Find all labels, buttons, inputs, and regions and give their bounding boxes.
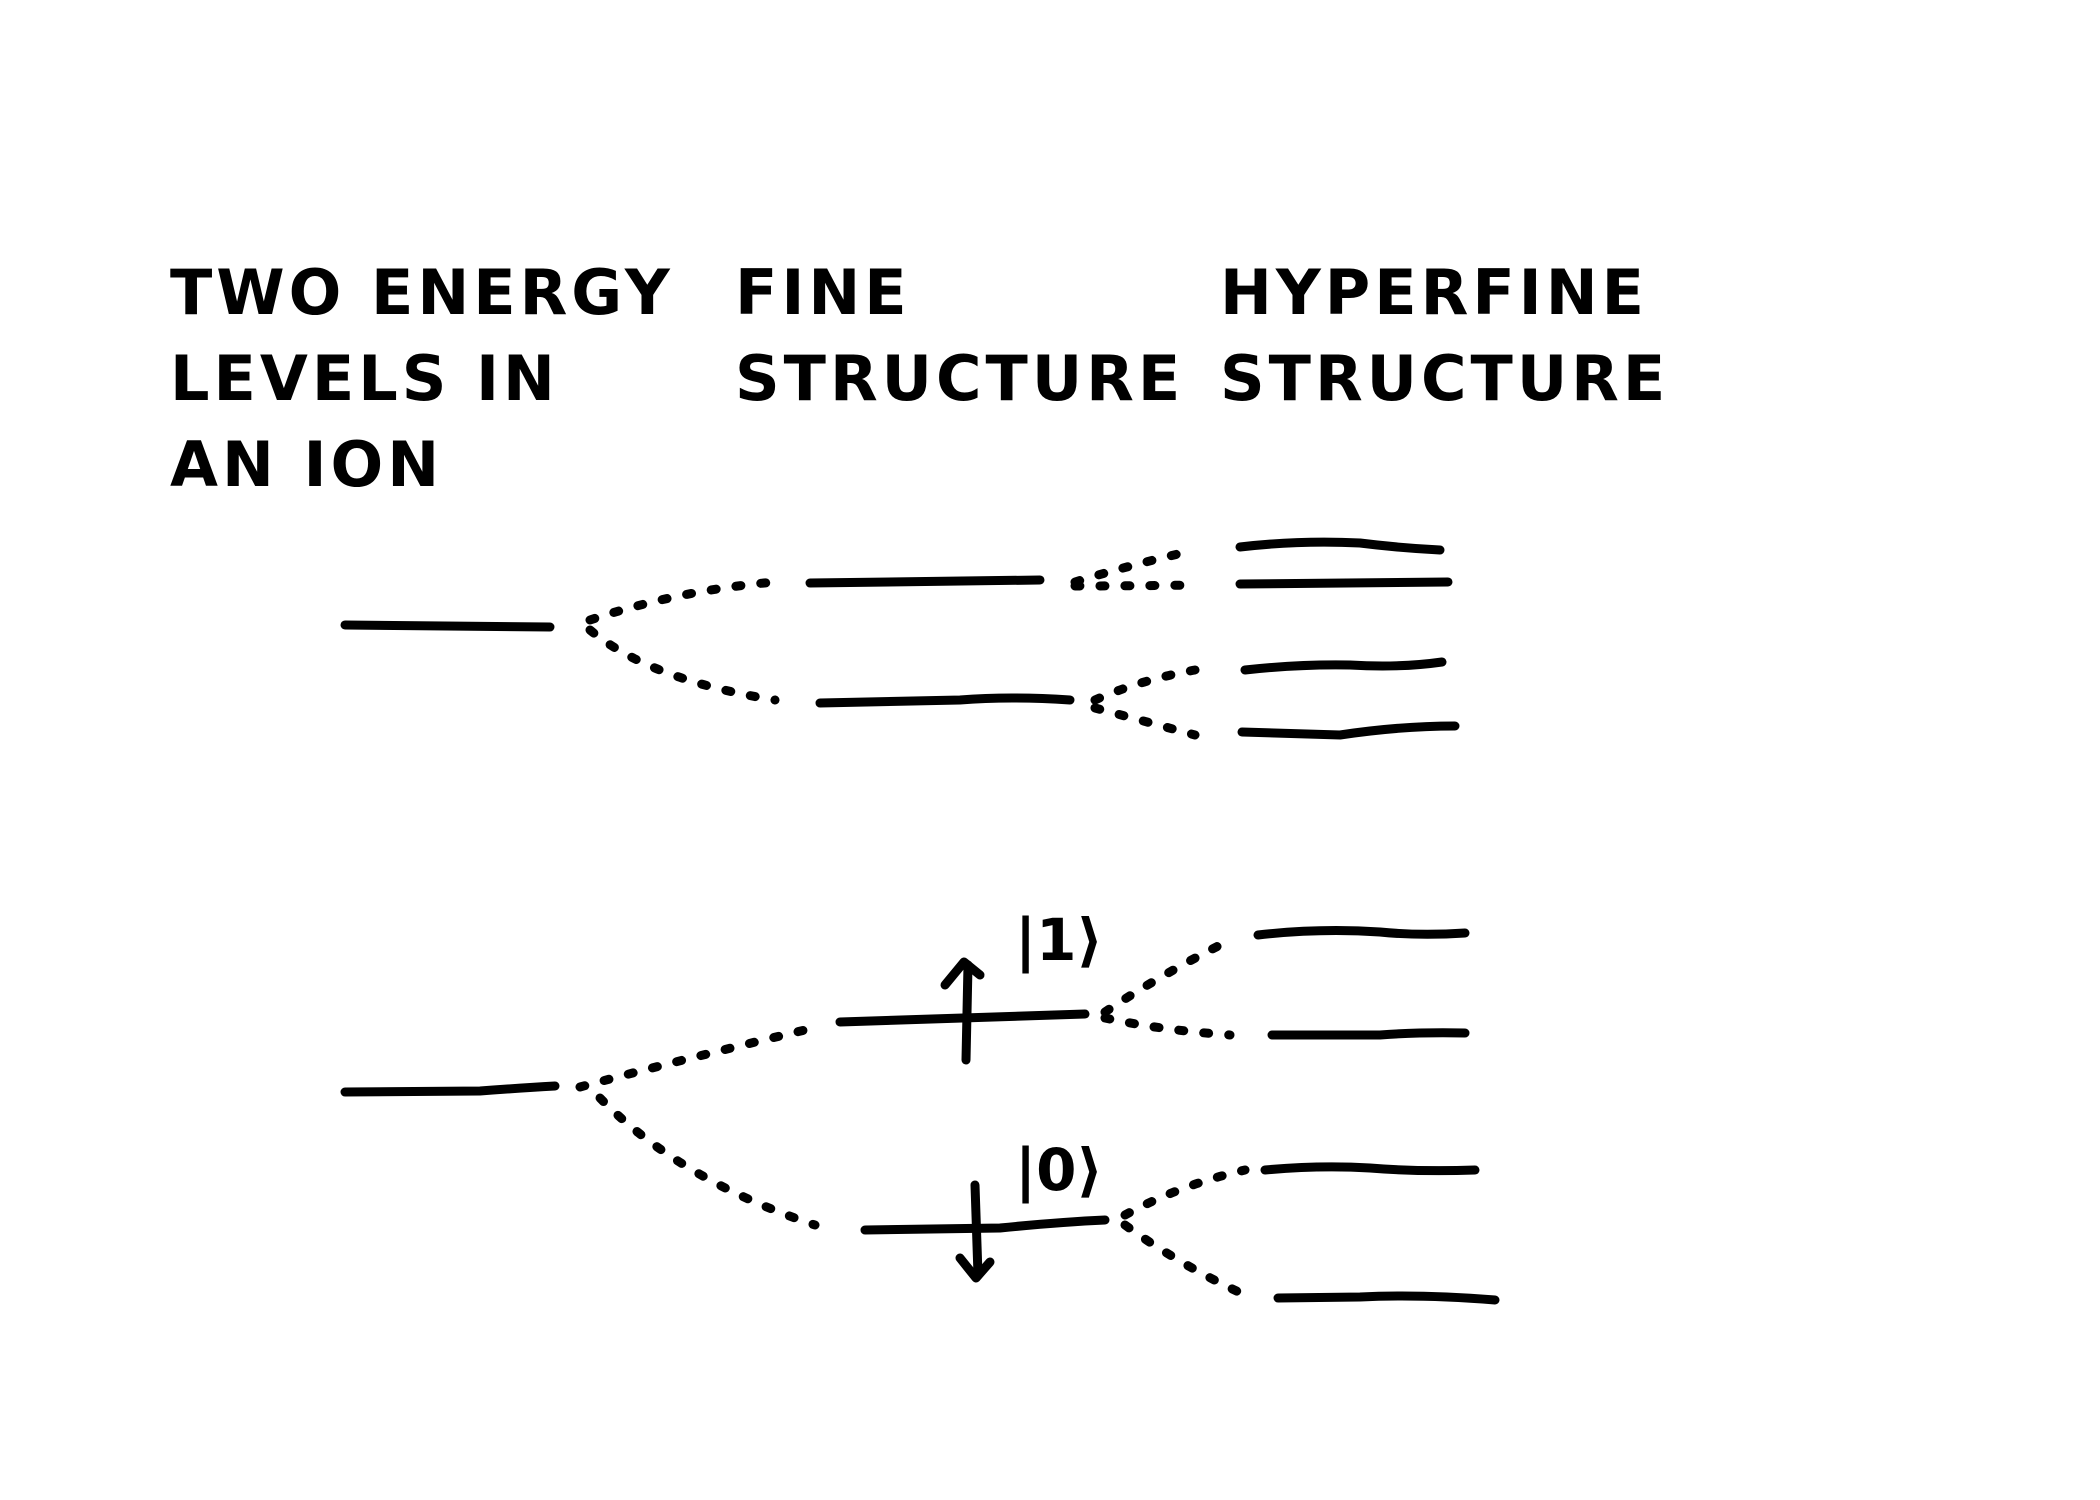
split-line-fine-lower-top [585,625,780,705]
split-line-hyperfine-1 [1070,545,1200,587]
hyperfine-level-3 [1240,657,1447,675]
hyperfine-level-7 [1260,1162,1480,1176]
fine-level-bottom-lower [860,1215,1110,1235]
title-line: FINE [735,256,911,329]
fine-level-top-lower [815,693,1075,708]
title-line: STRUCTURE [1220,342,1670,415]
spin-down-arrow-icon [955,1180,995,1283]
hyperfine-level-6 [1267,1028,1470,1040]
split-line-hyperfine-7 [1120,1165,1250,1220]
split-line-hyperfine-8 [1120,1220,1250,1300]
hyperfine-level-8 [1273,1291,1500,1305]
title-line: HYPERFINE [1220,256,1648,329]
hyperfine-level-4 [1237,721,1460,740]
title-line: LEVELS IN [170,342,559,415]
split-line-fine-upper-bottom [575,1025,810,1092]
column-title-hyperfine-structure: HYPERFINE STRUCTURE [1220,250,1669,422]
fine-level-top-upper [805,575,1045,588]
ion-level-bottom [340,1081,560,1097]
bottom-level-group: |1⟩ |0⟩ [340,906,1500,1305]
split-line-fine-upper-top [585,577,780,625]
split-line-fine-lower-bottom [595,1093,820,1230]
hyperfine-level-1 [1235,537,1445,555]
title-line: STRUCTURE [735,342,1185,415]
spin-up-arrow-icon [940,957,985,1065]
split-line-hyperfine-3 [1090,665,1200,705]
split-line-hyperfine-6 [1100,1013,1235,1040]
hyperfine-level-2 [1235,577,1453,589]
top-level-group [340,537,1460,740]
split-line-hyperfine-2 [1070,580,1200,591]
hyperfine-level-5 [1253,926,1470,940]
title-line: AN ION [170,428,444,501]
column-title-fine-structure: FINE STRUCTURE [735,250,1184,422]
split-line-hyperfine-4 [1090,703,1200,740]
state-label-zero: |0⟩ [1015,1136,1103,1204]
split-line-hyperfine-5 [1100,935,1235,1017]
column-title-energy-levels: TWO ENERGY LEVELS IN AN ION [170,250,674,508]
state-label-one: |1⟩ [1015,906,1103,974]
title-line: TWO ENERGY [170,256,674,329]
ion-level-top [340,620,555,632]
